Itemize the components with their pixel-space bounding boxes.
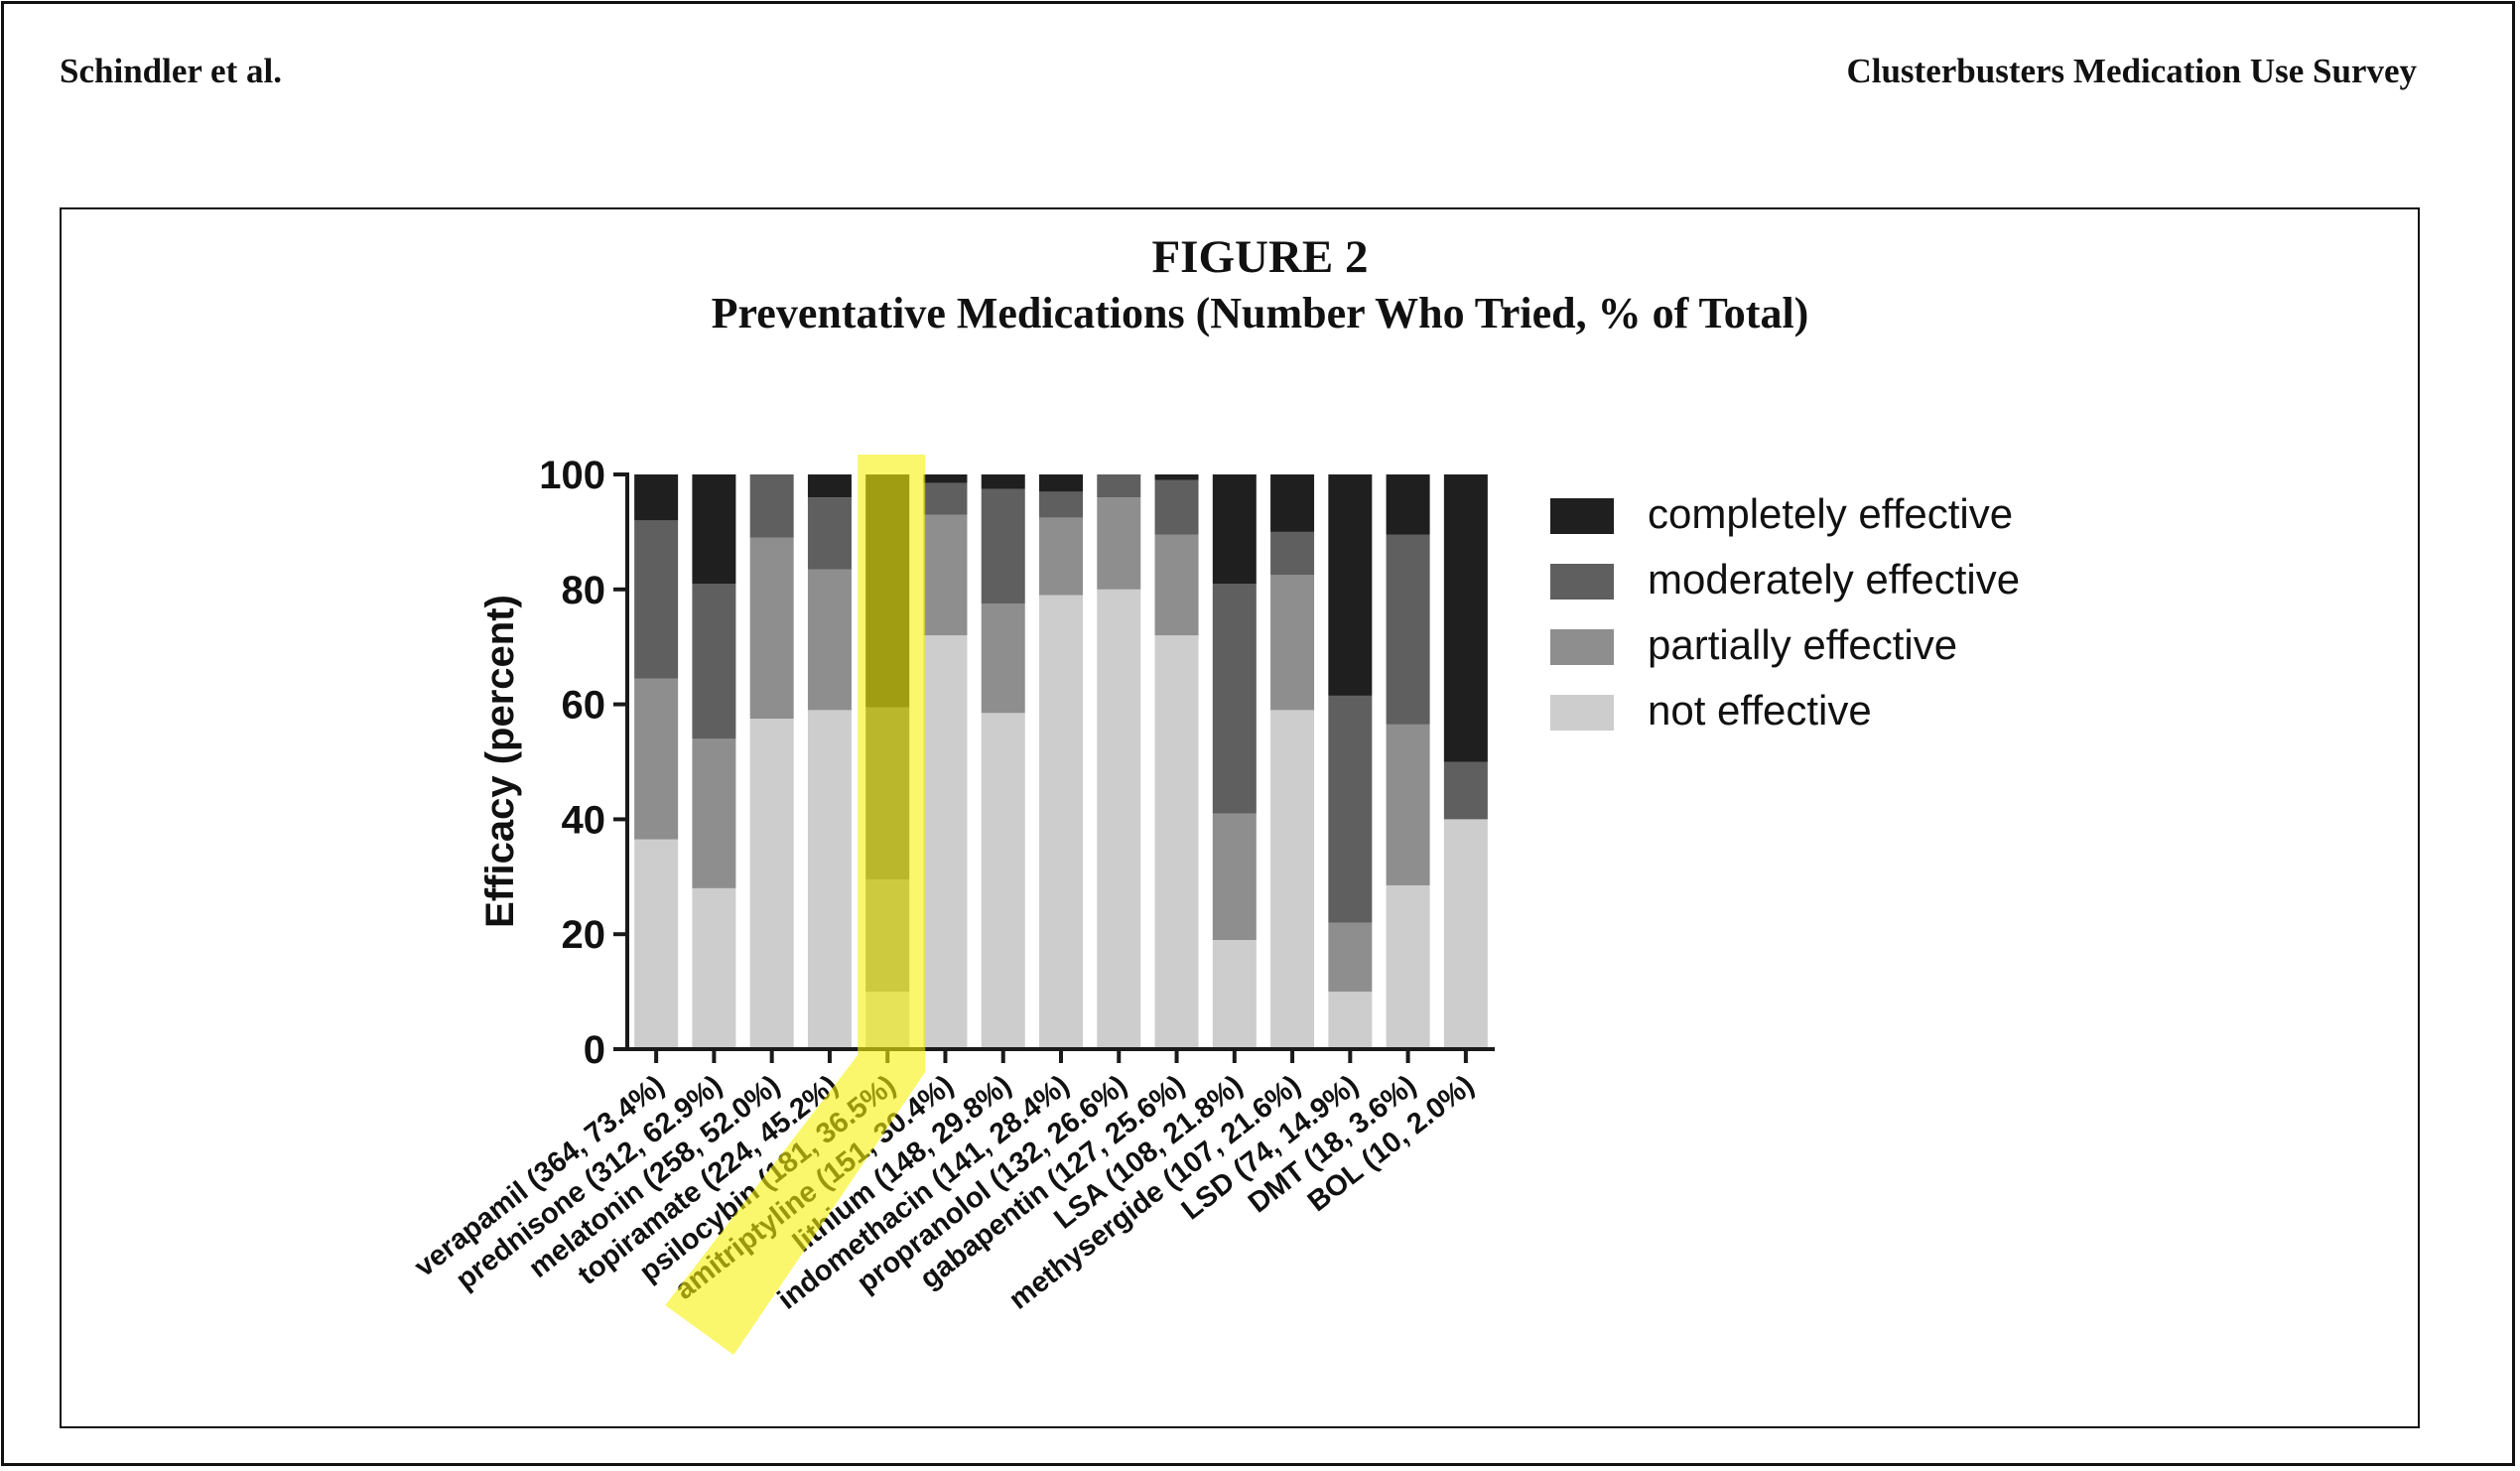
running-header-title: Clusterbusters Medication Use Survey bbox=[1846, 52, 2417, 90]
figure-title: Preventative Medications (Number Who Tri… bbox=[711, 289, 1809, 337]
y-tick-label-80: 80 bbox=[562, 569, 606, 612]
bar-partially-effective-prednisone bbox=[692, 738, 736, 888]
bar-completely-effective-verapamil bbox=[634, 474, 679, 521]
legend-label-completely-effective: completely effective bbox=[1648, 490, 2013, 537]
bar-partially-effective-gabapentin bbox=[1154, 534, 1199, 636]
bar-not-effective-verapamil bbox=[634, 839, 679, 1049]
bar-partially-effective-topiramate bbox=[807, 569, 852, 711]
bar-completely-effective-amitriptyline bbox=[923, 474, 968, 483]
bar-not-effective-melatonin bbox=[749, 719, 794, 1049]
bar-not-effective-methysergide bbox=[1270, 710, 1315, 1049]
bar-moderately-effective-lsa bbox=[1212, 584, 1257, 814]
bar-not-effective-bol bbox=[1443, 819, 1488, 1049]
bar-moderately-effective-prednisone bbox=[692, 584, 736, 739]
bar-completely-effective-methysergide bbox=[1270, 474, 1315, 532]
bar-not-effective-prednisone bbox=[692, 887, 736, 1049]
legend-swatch-not-effective bbox=[1550, 695, 1614, 731]
bar-completely-effective-topiramate bbox=[807, 474, 852, 498]
bar-not-effective-propranolol bbox=[1097, 589, 1141, 1049]
bar-partially-effective-verapamil bbox=[634, 678, 679, 840]
bar-completely-effective-bol bbox=[1443, 474, 1488, 762]
bar-moderately-effective-lithium bbox=[981, 488, 1025, 604]
legend-swatch-partially-effective bbox=[1550, 629, 1614, 665]
bar-partially-effective-lithium bbox=[981, 603, 1025, 714]
legend-label-moderately-effective: moderately effective bbox=[1648, 556, 2020, 602]
bar-moderately-effective-dmt bbox=[1386, 534, 1430, 725]
bar-partially-effective-propranolol bbox=[1097, 497, 1141, 590]
highlight-marker bbox=[665, 455, 926, 1355]
bar-completely-effective-lsa bbox=[1212, 474, 1257, 585]
bar-partially-effective-methysergide bbox=[1270, 575, 1315, 711]
bar-moderately-effective-melatonin bbox=[749, 474, 794, 538]
bar-not-effective-lsa bbox=[1212, 939, 1257, 1049]
bar-completely-effective-lithium bbox=[981, 474, 1025, 489]
bar-completely-effective-prednisone bbox=[692, 474, 736, 585]
bar-completely-effective-dmt bbox=[1386, 474, 1430, 535]
legend-swatch-completely-effective bbox=[1550, 498, 1614, 534]
y-axis-title: Efficacy (percent) bbox=[478, 595, 522, 928]
bar-not-effective-gabapentin bbox=[1154, 635, 1199, 1049]
bar-completely-effective-gabapentin bbox=[1154, 474, 1199, 480]
y-tick-label-0: 0 bbox=[584, 1028, 605, 1072]
bar-not-effective-lsd bbox=[1328, 992, 1373, 1049]
figure-frame bbox=[60, 207, 2420, 1428]
bar-completely-effective-indomethacin bbox=[1039, 474, 1083, 492]
y-tick-label-60: 60 bbox=[562, 684, 606, 728]
bar-partially-effective-indomethacin bbox=[1039, 517, 1083, 596]
bar-moderately-effective-amitriptyline bbox=[923, 482, 968, 515]
bar-not-effective-indomethacin bbox=[1039, 595, 1083, 1049]
bar-partially-effective-melatonin bbox=[749, 537, 794, 720]
bar-not-effective-amitriptyline bbox=[923, 635, 968, 1049]
bar-moderately-effective-propranolol bbox=[1097, 474, 1141, 498]
bar-moderately-effective-bol bbox=[1443, 761, 1488, 820]
bar-moderately-effective-topiramate bbox=[807, 497, 852, 570]
bar-moderately-effective-verapamil bbox=[634, 520, 679, 679]
bar-not-effective-lithium bbox=[981, 713, 1025, 1049]
y-tick-label-100: 100 bbox=[539, 454, 605, 497]
bar-moderately-effective-methysergide bbox=[1270, 531, 1315, 576]
bar-moderately-effective-indomethacin bbox=[1039, 491, 1083, 518]
bar-partially-effective-lsd bbox=[1328, 922, 1373, 993]
bar-moderately-effective-lsd bbox=[1328, 695, 1373, 923]
bar-completely-effective-lsd bbox=[1328, 474, 1373, 696]
legend-label-partially-effective: partially effective bbox=[1648, 621, 1957, 668]
legend-label-not-effective: not effective bbox=[1648, 687, 1872, 734]
bar-partially-effective-dmt bbox=[1386, 724, 1430, 885]
figure-label: FIGURE 2 bbox=[1151, 231, 1369, 283]
bar-moderately-effective-gabapentin bbox=[1154, 479, 1199, 535]
running-header-authors: Schindler et al. bbox=[60, 52, 282, 90]
bar-partially-effective-amitriptyline bbox=[923, 514, 968, 636]
bar-not-effective-topiramate bbox=[807, 710, 852, 1049]
bar-partially-effective-lsa bbox=[1212, 813, 1257, 940]
legend-swatch-moderately-effective bbox=[1550, 564, 1614, 600]
bar-not-effective-dmt bbox=[1386, 884, 1430, 1049]
y-tick-label-20: 20 bbox=[562, 913, 606, 957]
y-tick-label-40: 40 bbox=[562, 798, 606, 842]
